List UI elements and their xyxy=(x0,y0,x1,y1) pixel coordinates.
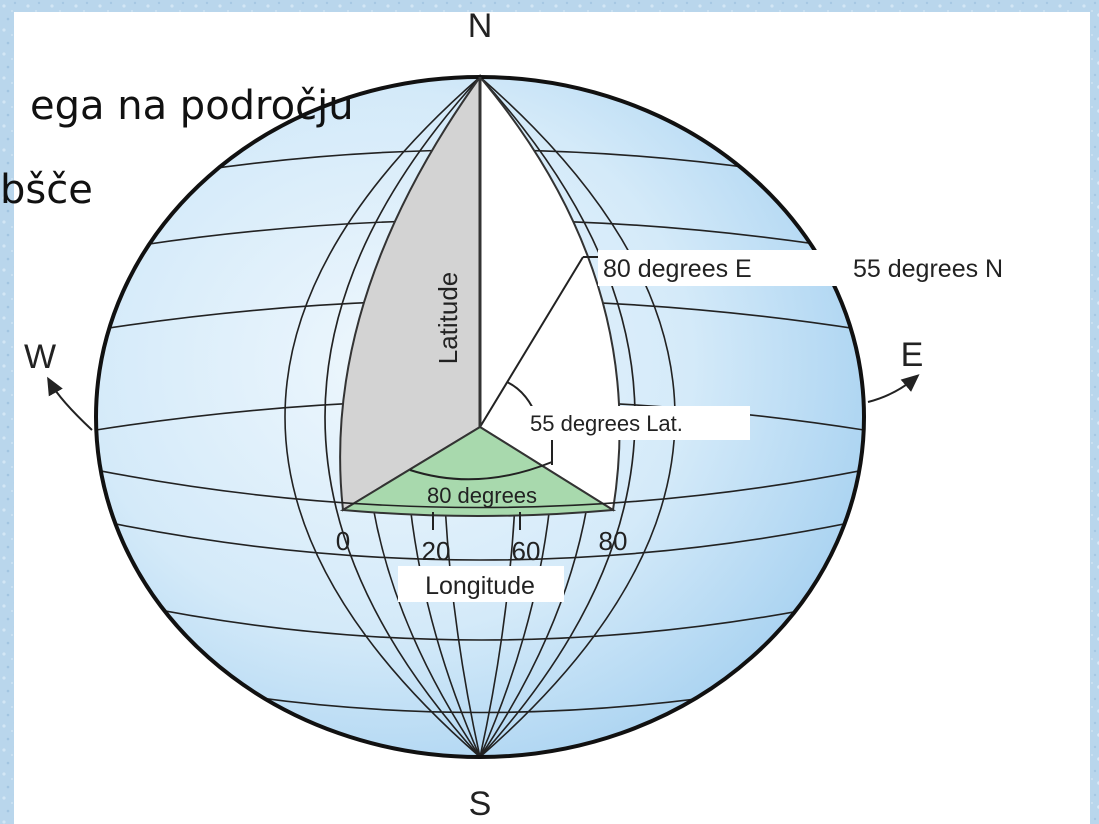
lat-angle-label: 55 degrees Lat. xyxy=(530,411,683,436)
tick-label: 20 xyxy=(422,536,451,566)
slide-text-line2: bšče xyxy=(0,167,93,213)
slide-text-line1: ega na področju xyxy=(30,83,354,129)
lon-angle-arc xyxy=(409,461,553,481)
longitude-label-bg xyxy=(398,566,564,602)
east-arrow xyxy=(867,374,920,403)
north-label: N xyxy=(468,7,493,45)
tick-label: 0 xyxy=(336,526,350,556)
point-lat-label: 55 degrees N xyxy=(853,255,1003,283)
west-arrow xyxy=(47,376,93,431)
tick-label: 80 xyxy=(599,526,628,556)
point-lon-label: 80 degrees E xyxy=(603,255,752,283)
latitude-label: Latitude xyxy=(433,272,463,365)
lon-angle-label: 80 degrees xyxy=(427,483,537,508)
east-label: E xyxy=(901,336,924,374)
longitude-wedge xyxy=(339,425,617,517)
meridian-wedge xyxy=(479,74,621,512)
lat-angle-label-bg xyxy=(528,406,750,440)
west-label: W xyxy=(24,338,56,376)
tick-label: 60 xyxy=(512,536,541,566)
latitude-wedge xyxy=(339,73,481,512)
point-lon-label-bg xyxy=(598,250,838,286)
south-label: S xyxy=(469,785,492,823)
longitude-label: Longitude xyxy=(425,572,535,600)
radius-line xyxy=(479,256,584,428)
